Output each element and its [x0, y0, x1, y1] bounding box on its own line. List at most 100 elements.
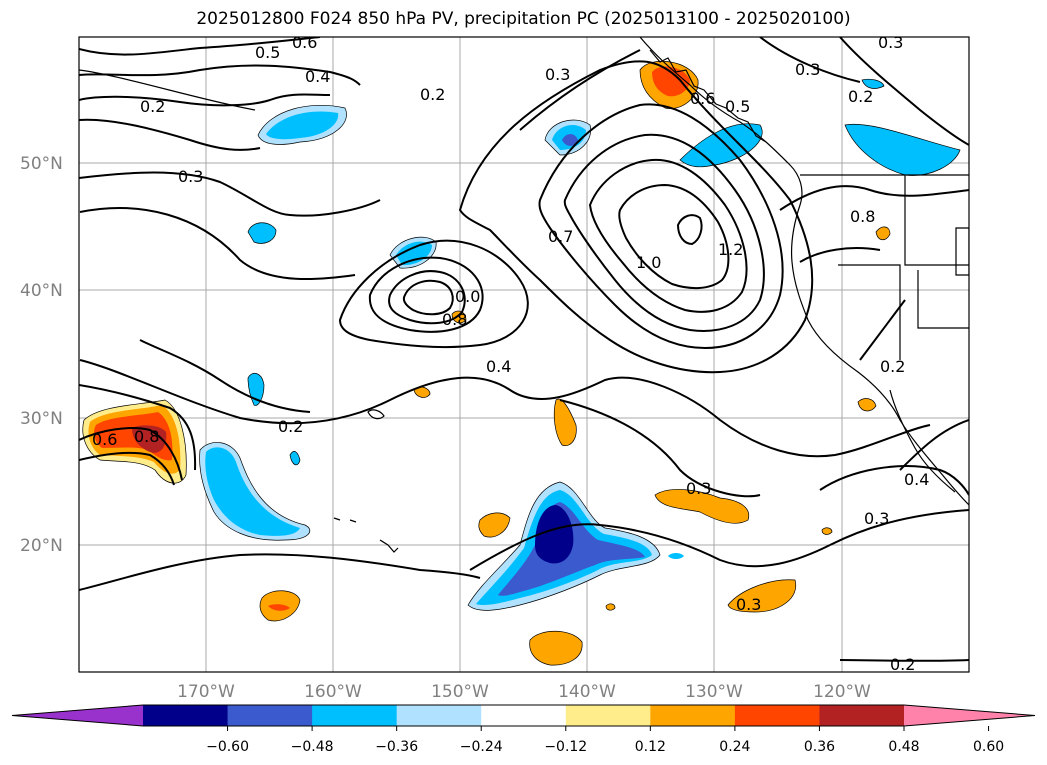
land-outline — [955, 227, 969, 276]
precip-patch-positive — [605, 603, 616, 611]
contour-label: 0.2 — [278, 417, 303, 436]
island — [367, 409, 385, 420]
latitude-labels: 50°N 40°N 30°N 20°N — [20, 154, 63, 556]
colorbar-segment — [565, 705, 651, 726]
state-border — [904, 175, 969, 266]
colorbar-ticks: −0.60 −0.48 −0.36 −0.24 −0.12 0.12 0.24 0.36 0.4… — [206, 726, 1004, 755]
contour-label: 1.0 — [636, 253, 661, 272]
contour-label: 0.8 — [134, 427, 159, 446]
precip-patch-negative — [535, 505, 574, 564]
state-border — [917, 270, 969, 329]
contour-label: 0.4 — [904, 470, 929, 489]
precip-patch-positive — [821, 527, 833, 535]
colorbar-segment — [481, 705, 567, 726]
pv-contour — [469, 523, 831, 571]
lon-label-150w: 150°W — [431, 682, 489, 702]
precip-patch-positive — [857, 398, 877, 412]
colorbar-tick-label: −0.36 — [375, 739, 418, 755]
contour-label: 1.2 — [718, 240, 743, 259]
pv-contour — [338, 239, 529, 349]
pv-contour — [759, 37, 861, 83]
pv-contour — [538, 103, 784, 350]
contour-label: 0.5 — [725, 97, 750, 116]
precip-patch-positive — [478, 512, 511, 538]
pv-contour — [79, 93, 331, 107]
pv-contour — [79, 207, 356, 281]
baja-california-coastline — [889, 389, 956, 493]
pv-contour — [79, 64, 361, 86]
pv-contour — [139, 339, 311, 413]
pv-contour — [79, 553, 481, 591]
pv-contour — [79, 384, 197, 471]
pv-contour — [829, 509, 969, 546]
pv-contour — [402, 279, 454, 316]
contour-label: 0.3 — [795, 60, 820, 79]
pv-contour — [79, 118, 261, 151]
precip-patch-negative — [844, 123, 961, 176]
colorbar-tick-label: 0.24 — [719, 739, 750, 755]
lat-label-30n: 30°N — [20, 409, 63, 429]
lon-label-120w: 120°W — [813, 682, 871, 702]
state-border — [838, 264, 901, 360]
hawaii-islands — [379, 539, 399, 553]
contour-label: 0.8 — [850, 207, 875, 226]
precip-patch-negative — [266, 111, 339, 140]
contour-label: 0.2 — [880, 357, 905, 376]
lat-label-50n: 50°N — [20, 154, 63, 174]
colorbar: −0.60 −0.48 −0.36 −0.24 −0.12 0.12 0.24 0.36 0.4… — [11, 704, 1036, 755]
precip-patch-positive — [132, 425, 167, 453]
pv-contour — [819, 465, 969, 496]
precip-patch-negative — [247, 222, 277, 244]
colorbar-tick-label: −0.24 — [460, 739, 503, 755]
precip-patch-positive — [553, 398, 577, 446]
contour-label: 0.0 — [455, 287, 480, 306]
pv-contour — [839, 659, 969, 662]
pv-contour — [559, 399, 761, 498]
contour-label: 0.4 — [486, 357, 511, 376]
precip-patch-negative — [679, 123, 763, 168]
contour-label: 0.3 — [686, 479, 711, 498]
pv-contour — [519, 49, 641, 131]
pv-contour — [79, 451, 175, 486]
lon-label-140w: 140°W — [558, 682, 616, 702]
colorbar-tick-label: −0.48 — [291, 739, 334, 755]
lon-label-170w: 170°W — [177, 682, 235, 702]
colorbar-tick-label: −0.12 — [544, 739, 587, 755]
longitude-labels: 170°W 160°W 150°W 140°W 130°W 120°W — [177, 682, 871, 702]
colorbar-extend-high — [904, 705, 1035, 726]
contour-label: 0.6 — [92, 430, 117, 449]
precip-patch-negative — [861, 78, 885, 89]
map-content: 0.5 0.6 0.4 0.2 0.3 0.2 0.3 0.3 0.5 0.6 … — [79, 37, 969, 674]
pv-contour — [588, 158, 748, 313]
contour-label: 0.2 — [890, 655, 915, 674]
alaska-panhandle-coastline — [649, 49, 767, 143]
lat-label-40n: 40°N — [20, 281, 63, 301]
map-frame — [78, 36, 970, 673]
lon-label-130w: 130°W — [685, 682, 743, 702]
precip-shading — [82, 61, 961, 666]
contour-label: 0.3 — [864, 509, 889, 528]
pv-contour — [859, 299, 906, 361]
pv-contour — [799, 247, 881, 263]
pv-contour — [458, 60, 814, 374]
colorbar-segment — [734, 705, 820, 726]
pv-contour — [839, 37, 969, 146]
pv-contour — [368, 256, 484, 333]
colorbar-segments — [11, 704, 1036, 727]
contour-label: 0.8 — [442, 310, 467, 329]
colorbar-segment — [650, 705, 736, 726]
pv-contour — [79, 359, 931, 458]
gridlines — [79, 37, 969, 672]
colorbar-outline — [11, 704, 1036, 727]
north-america-coastline — [639, 37, 969, 506]
contour-label: 0.6 — [690, 89, 715, 108]
precip-patch-positive — [652, 66, 690, 97]
precip-patch-negative — [205, 447, 300, 536]
pv-contours — [79, 37, 969, 662]
pv-contour — [899, 419, 969, 471]
precip-patch-positive — [529, 630, 583, 666]
precip-patch-negative — [668, 553, 684, 559]
colorbar-tick-label: −0.60 — [206, 739, 249, 755]
pv-contour — [79, 427, 183, 481]
